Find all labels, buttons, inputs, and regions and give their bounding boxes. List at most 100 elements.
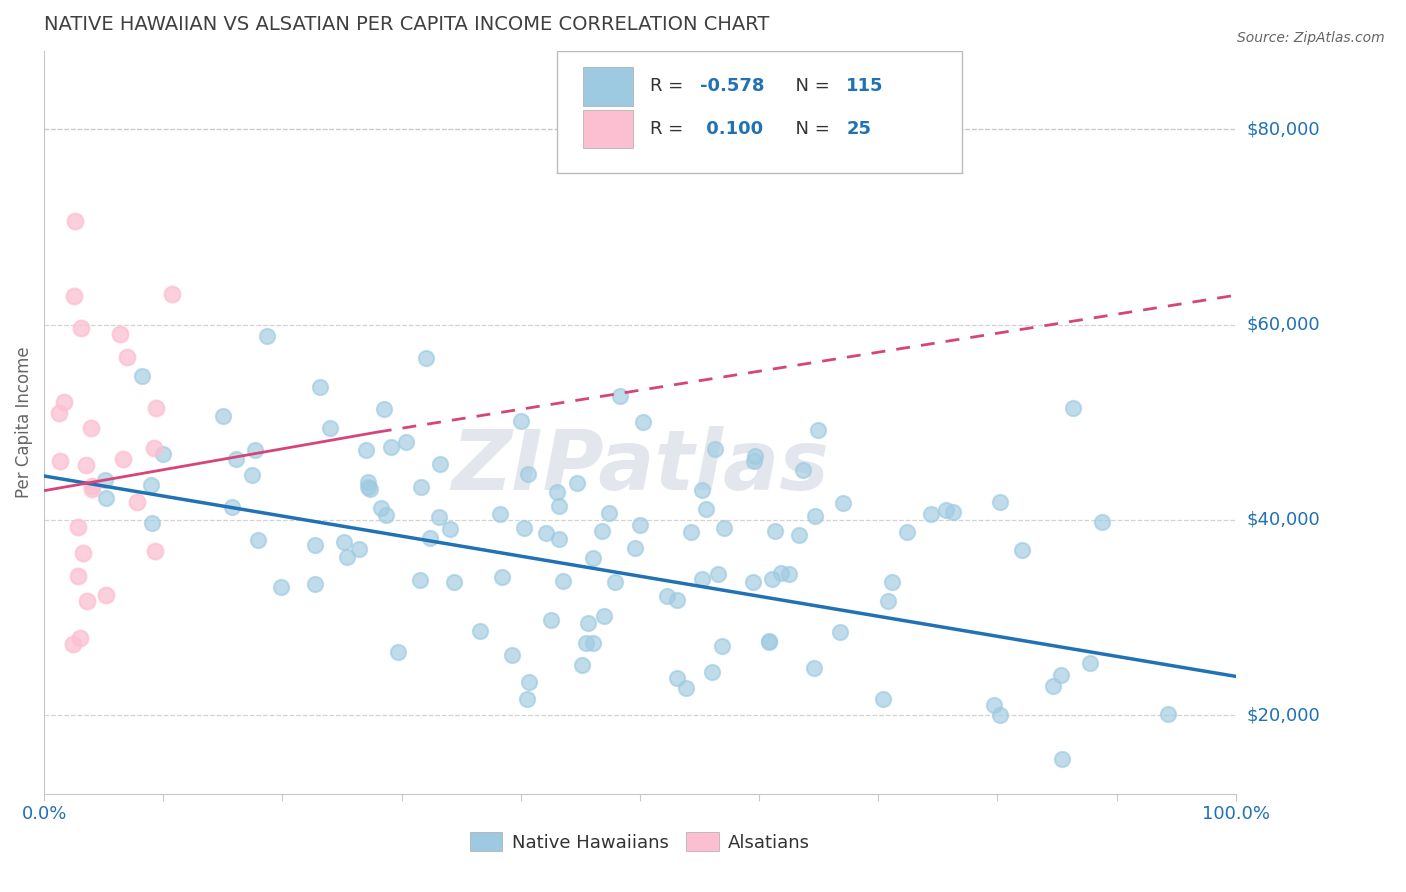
Point: [551, 574, 574, 589]
Point: [1050, 752, 1073, 766]
Point: [1078, 657, 1101, 671]
Point: [1091, 516, 1114, 530]
Point: [666, 671, 689, 685]
Text: -0.578: -0.578: [700, 78, 763, 95]
Point: [744, 454, 766, 468]
Point: [96, 588, 118, 602]
Point: [609, 388, 631, 402]
Point: [516, 692, 538, 706]
Point: [304, 538, 326, 552]
Point: [117, 350, 139, 364]
Point: [582, 550, 605, 565]
Point: [374, 508, 396, 523]
Point: [710, 640, 733, 654]
Point: [212, 409, 235, 424]
Point: [742, 575, 765, 590]
Point: [409, 479, 432, 493]
Point: [988, 495, 1011, 509]
Point: [704, 442, 727, 457]
Text: NATIVE HAWAIIAN VS ALSATIAN PER CAPITA INCOME CORRELATION CHART: NATIVE HAWAIIAN VS ALSATIAN PER CAPITA I…: [44, 15, 769, 34]
Point: [96, 491, 118, 505]
Point: [567, 476, 589, 491]
Point: [308, 379, 330, 393]
Point: [318, 421, 340, 435]
Point: [582, 636, 605, 650]
Point: [571, 658, 593, 673]
Point: [591, 524, 613, 539]
Point: [763, 524, 786, 538]
Point: [419, 531, 441, 545]
Point: [387, 645, 409, 659]
Point: [628, 518, 651, 533]
Point: [443, 575, 465, 590]
Point: [427, 509, 450, 524]
Point: [675, 681, 697, 696]
Point: [540, 614, 562, 628]
Point: [240, 467, 263, 482]
Point: [125, 494, 148, 508]
Point: [131, 368, 153, 383]
Point: [832, 495, 855, 509]
Point: [357, 475, 380, 489]
Point: [52, 395, 75, 409]
Text: 115: 115: [846, 78, 883, 95]
Point: [491, 569, 513, 583]
Point: [761, 572, 783, 586]
Point: [830, 624, 852, 639]
Point: [429, 457, 451, 471]
Point: [510, 414, 533, 428]
Point: [988, 708, 1011, 723]
Point: [695, 501, 717, 516]
Point: [439, 522, 461, 536]
Point: [598, 506, 620, 520]
Point: [373, 402, 395, 417]
Point: [304, 577, 326, 591]
Point: [803, 660, 825, 674]
Point: [152, 447, 174, 461]
Point: [141, 516, 163, 531]
Point: [225, 452, 247, 467]
Point: [141, 478, 163, 492]
Point: [67, 520, 90, 534]
Bar: [582, 110, 633, 148]
Point: [787, 528, 810, 542]
Point: [395, 434, 418, 449]
Text: ZIPatlas: ZIPatlas: [451, 426, 830, 508]
Point: [62, 637, 84, 651]
Point: [896, 524, 918, 539]
Point: [534, 526, 557, 541]
Point: [49, 454, 72, 468]
Text: Source: ZipAtlas.com: Source: ZipAtlas.com: [1237, 31, 1385, 45]
Point: [356, 442, 378, 457]
Point: [513, 521, 536, 535]
Point: [501, 648, 523, 662]
Point: [1050, 668, 1073, 682]
Point: [546, 485, 568, 500]
Text: R =: R =: [650, 78, 689, 95]
Point: [415, 351, 437, 366]
Point: [256, 329, 278, 343]
Point: [69, 632, 91, 646]
Point: [713, 521, 735, 535]
Point: [877, 594, 900, 608]
Text: 0.100: 0.100: [700, 120, 762, 138]
Text: $80,000: $80,000: [1247, 120, 1320, 138]
Point: [603, 575, 626, 590]
Point: [592, 608, 614, 623]
Point: [94, 473, 117, 487]
Point: [409, 574, 432, 588]
Point: [692, 483, 714, 497]
Point: [1011, 542, 1033, 557]
Point: [769, 566, 792, 580]
Point: [65, 214, 87, 228]
Point: [468, 624, 491, 638]
FancyBboxPatch shape: [557, 51, 962, 173]
Legend: Native Hawaiians, Alsatians: Native Hawaiians, Alsatians: [463, 825, 817, 859]
Point: [575, 636, 598, 650]
Text: N =: N =: [785, 78, 835, 95]
Text: $60,000: $60,000: [1247, 316, 1320, 334]
Point: [804, 508, 827, 523]
Point: [744, 449, 766, 463]
Point: [655, 590, 678, 604]
Point: [108, 327, 131, 342]
